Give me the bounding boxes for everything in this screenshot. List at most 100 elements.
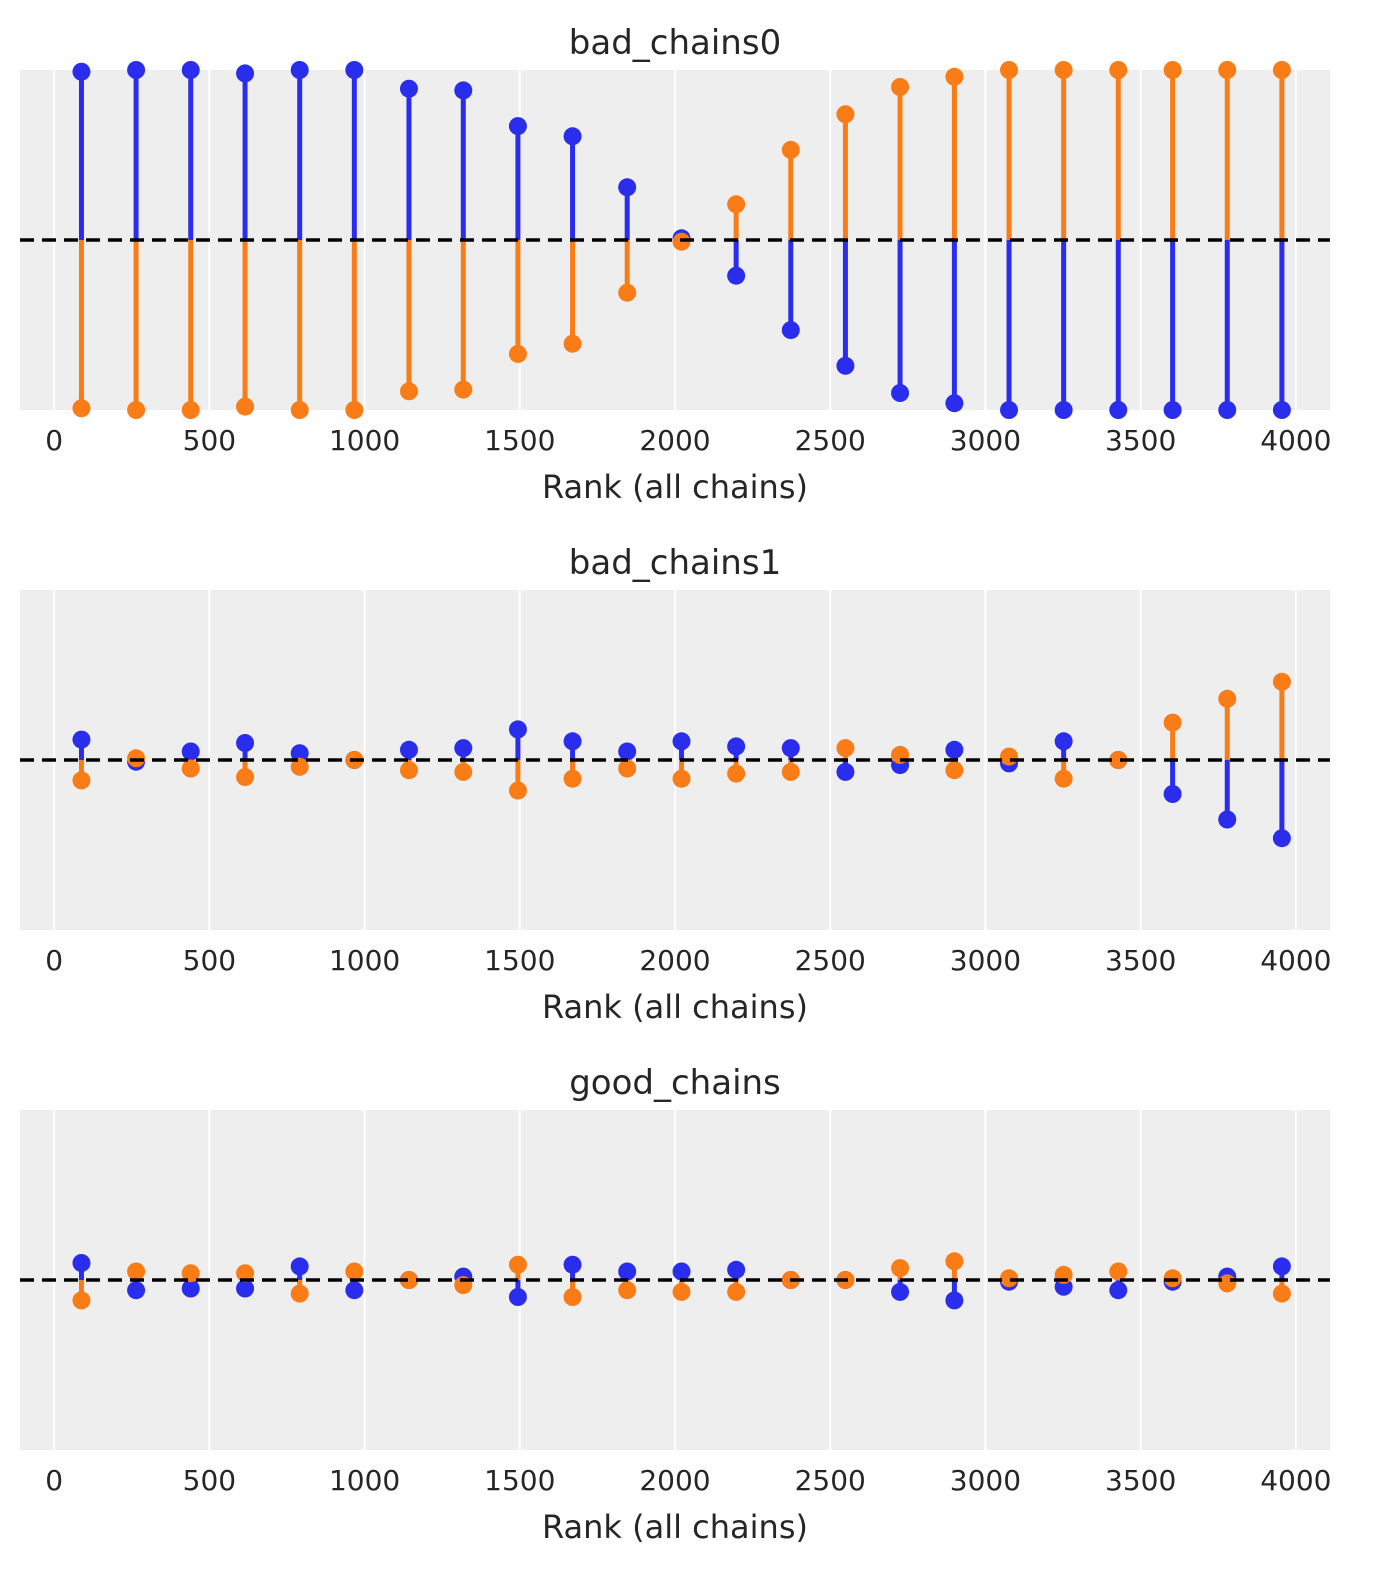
- data-point: [563, 127, 582, 146]
- data-point: [508, 117, 527, 136]
- data-point: [563, 769, 582, 788]
- series-chain-0: [72, 61, 1291, 419]
- data-point: [618, 1281, 637, 1300]
- data-point: [1218, 1274, 1237, 1293]
- data-point: [290, 1284, 309, 1303]
- data-point: [781, 762, 800, 781]
- data-point: [236, 1279, 255, 1298]
- data-point: [1218, 401, 1237, 419]
- data-point: [72, 62, 91, 81]
- data-point: [1054, 401, 1073, 419]
- x-tick-label: 1500: [484, 944, 555, 977]
- x-tick-label: 4000: [1260, 424, 1331, 457]
- data-point: [836, 739, 855, 758]
- x-tick-label: 1000: [329, 424, 400, 457]
- x-tick-label: 2500: [795, 424, 866, 457]
- x-tick-label: 2500: [795, 944, 866, 977]
- data-point: [618, 283, 637, 302]
- data-point: [236, 397, 255, 416]
- data-point: [891, 384, 910, 402]
- data-point: [181, 1264, 200, 1283]
- data-point: [290, 401, 309, 419]
- data-point: [72, 1291, 91, 1310]
- data-point: [1109, 751, 1128, 769]
- data-point: [290, 61, 309, 79]
- data-point: [1000, 61, 1019, 79]
- data-point: [618, 178, 637, 197]
- data-point: [1163, 401, 1182, 419]
- data-point: [1054, 769, 1073, 788]
- x-tick-label: 3500: [1105, 1464, 1176, 1497]
- data-point: [1163, 61, 1182, 79]
- data-point: [454, 762, 473, 781]
- x-tick-label: 500: [183, 944, 236, 977]
- data-point: [181, 742, 200, 761]
- data-point: [1109, 1262, 1128, 1281]
- data-point: [891, 78, 910, 96]
- x-tick-label: 0: [45, 1464, 63, 1497]
- data-point: [508, 1255, 527, 1274]
- data-point: [181, 759, 200, 778]
- data-point: [236, 64, 255, 83]
- data-point: [727, 1260, 746, 1279]
- data-point: [1272, 672, 1291, 691]
- data-point: [127, 1281, 146, 1300]
- data-point: [1109, 61, 1128, 79]
- x-tick-label: 2000: [639, 944, 710, 977]
- x-tick-label: 4000: [1260, 944, 1331, 977]
- data-point: [781, 140, 800, 159]
- data-point: [618, 742, 637, 761]
- data-point: [836, 762, 855, 781]
- data-point: [1109, 1281, 1128, 1300]
- data-point: [72, 399, 91, 418]
- data-point: [727, 737, 746, 756]
- data-point: [399, 79, 418, 98]
- data-point: [672, 1282, 691, 1301]
- data-point: [781, 739, 800, 758]
- data-point: [781, 321, 800, 340]
- data-point: [454, 81, 473, 100]
- data-point: [399, 761, 418, 780]
- data-point: [1000, 1269, 1019, 1288]
- x-tick-label: 0: [45, 944, 63, 977]
- data-point: [1109, 401, 1128, 419]
- chart-title: good_chains: [569, 1063, 781, 1103]
- data-point: [1218, 61, 1237, 79]
- x-tick-label: 1000: [329, 1464, 400, 1497]
- data-point: [345, 1281, 364, 1300]
- data-point: [672, 769, 691, 788]
- data-point: [1163, 785, 1182, 803]
- chart-title: bad_chains0: [569, 23, 781, 63]
- x-tick-label: 3500: [1105, 944, 1176, 977]
- data-point: [345, 401, 364, 419]
- data-point: [236, 768, 255, 786]
- data-point: [891, 1259, 910, 1278]
- data-point: [1272, 401, 1291, 419]
- data-point: [345, 1262, 364, 1281]
- x-tick-label: 3000: [950, 1464, 1021, 1497]
- data-point: [672, 732, 691, 751]
- data-point: [1272, 61, 1291, 79]
- data-point: [127, 1262, 146, 1281]
- data-point: [563, 1255, 582, 1274]
- data-point: [399, 382, 418, 401]
- data-point: [727, 1282, 746, 1301]
- data-point: [508, 781, 527, 800]
- data-point: [945, 1252, 964, 1271]
- data-point: [454, 380, 473, 399]
- data-point: [181, 61, 200, 79]
- data-point: [72, 1254, 91, 1272]
- x-tick-label: 0: [45, 424, 63, 457]
- data-point: [945, 761, 964, 780]
- data-point: [1000, 401, 1019, 419]
- panel-bad-chains1: bad_chains1 0 500 1000 1500 2000 2500 3000 3500 4…: [20, 543, 1331, 1026]
- panel-good-chains: good_chains 0 500 1000 1500 2000 2500 3000 3500 4…: [20, 1063, 1331, 1546]
- data-point: [1272, 1257, 1291, 1276]
- data-point: [236, 1264, 255, 1283]
- x-tick-label: 500: [183, 1464, 236, 1497]
- x-tick-label: 4000: [1260, 1464, 1331, 1497]
- data-point: [945, 67, 964, 86]
- data-point: [290, 1257, 309, 1276]
- data-point: [563, 334, 582, 353]
